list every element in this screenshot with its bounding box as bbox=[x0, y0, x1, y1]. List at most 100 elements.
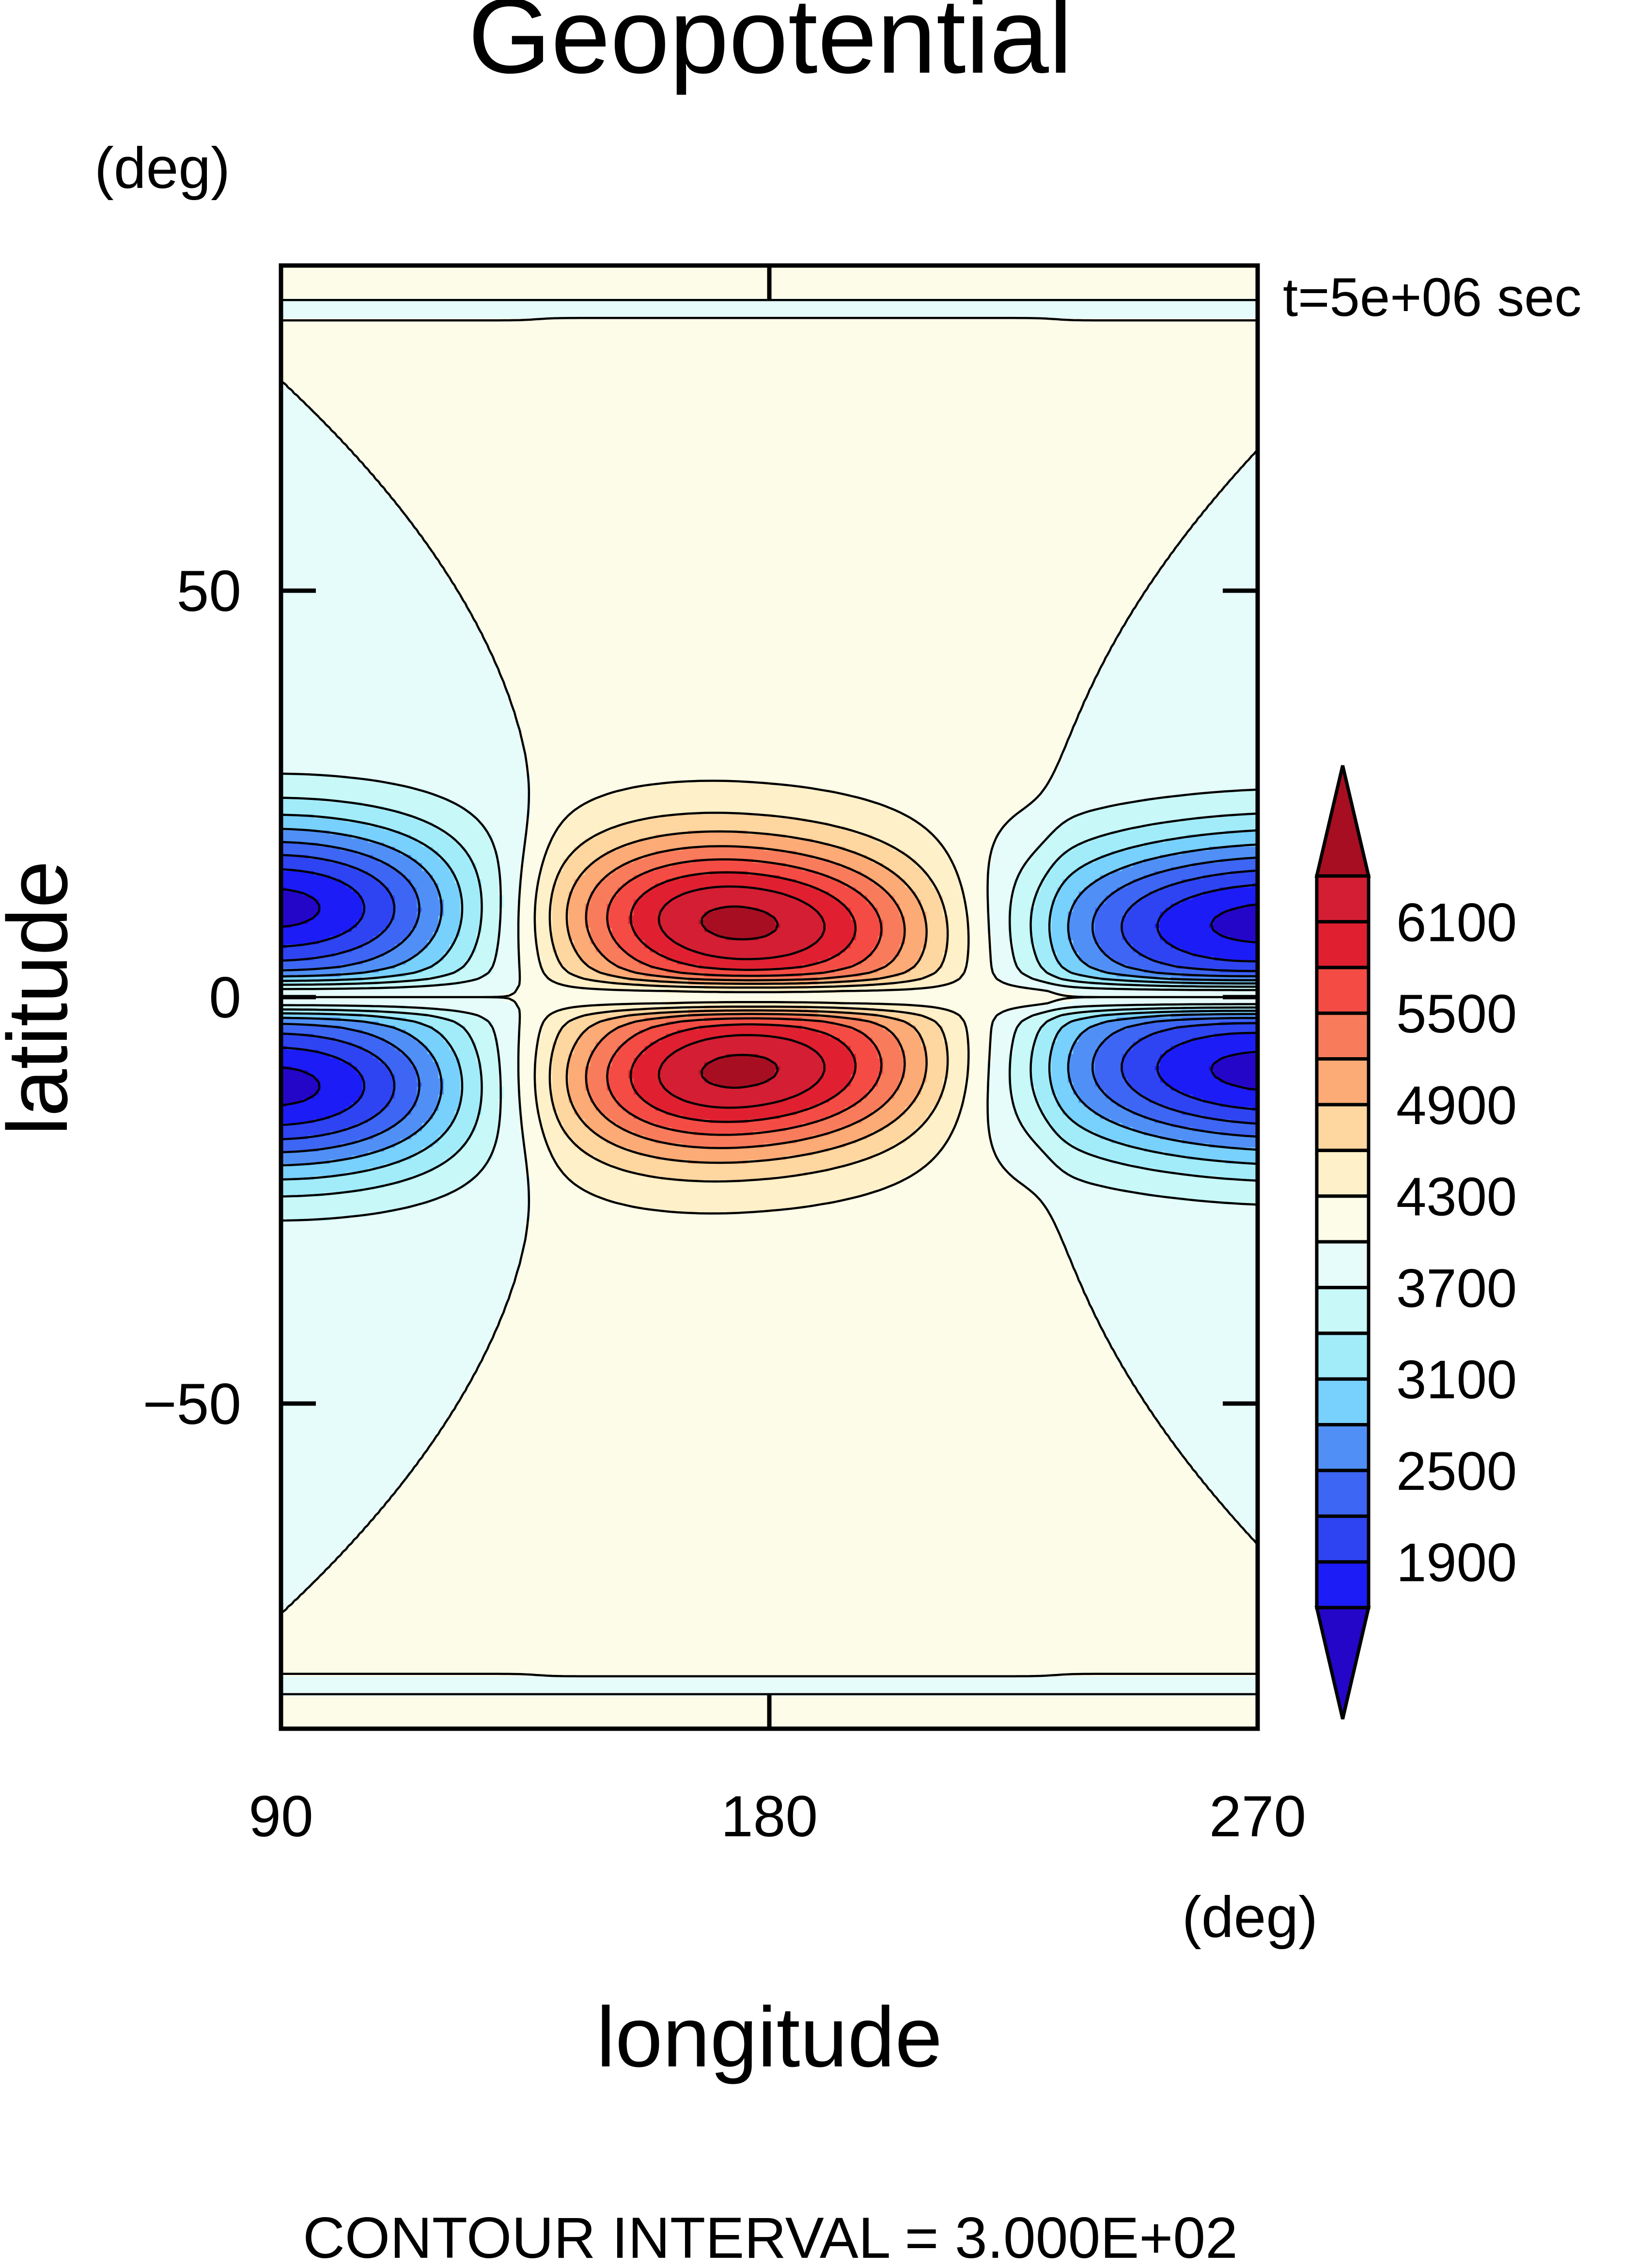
field-cell bbox=[411, 322, 417, 327]
field-cell bbox=[732, 269, 737, 274]
field-cell bbox=[498, 327, 504, 331]
field-cell bbox=[753, 347, 759, 351]
field-cell bbox=[720, 347, 726, 351]
field-cell bbox=[542, 339, 547, 343]
field-cell bbox=[949, 269, 954, 274]
field-cell bbox=[742, 274, 748, 278]
field-cell bbox=[655, 274, 661, 278]
field-cell bbox=[802, 347, 808, 351]
field-cell bbox=[715, 274, 721, 278]
field-cell bbox=[655, 286, 661, 290]
field-cell bbox=[932, 290, 938, 294]
field-cell bbox=[802, 335, 808, 339]
field-cell bbox=[742, 286, 748, 290]
field-cell bbox=[829, 274, 835, 278]
field-cell bbox=[1024, 339, 1030, 343]
field-cell bbox=[1209, 327, 1215, 331]
field-cell bbox=[981, 286, 987, 290]
field-cell bbox=[845, 322, 851, 327]
field-cell bbox=[346, 278, 352, 282]
field-cell bbox=[753, 286, 759, 290]
field-cell bbox=[341, 286, 346, 290]
field-cell bbox=[791, 274, 797, 278]
field-cell bbox=[628, 282, 634, 286]
field-cell bbox=[558, 282, 563, 286]
field-cell bbox=[829, 327, 835, 331]
field-cell bbox=[856, 269, 862, 274]
field-cell bbox=[1171, 339, 1177, 343]
field-cell bbox=[883, 322, 889, 327]
field-cell bbox=[764, 322, 770, 327]
field-cell bbox=[677, 278, 683, 282]
field-cell bbox=[1198, 282, 1204, 286]
field-cell bbox=[400, 269, 406, 274]
field-cell bbox=[824, 330, 829, 335]
field-cell bbox=[1073, 327, 1079, 331]
field-cell bbox=[308, 322, 314, 327]
field-cell bbox=[1024, 343, 1030, 347]
field-cell bbox=[569, 286, 575, 290]
field-cell bbox=[395, 286, 401, 290]
field-cell bbox=[932, 278, 938, 282]
field-cell bbox=[949, 322, 954, 327]
field-cell bbox=[861, 330, 867, 335]
field-cell bbox=[313, 335, 319, 339]
field-cell bbox=[764, 330, 770, 335]
field-cell bbox=[878, 282, 884, 286]
field-cell bbox=[807, 322, 813, 327]
field-cell bbox=[368, 327, 374, 331]
field-cell bbox=[791, 290, 797, 294]
field-cell bbox=[715, 327, 721, 331]
field-cell bbox=[824, 274, 829, 278]
field-cell bbox=[520, 282, 526, 286]
field-cell bbox=[471, 343, 477, 347]
field-cell bbox=[1198, 339, 1204, 343]
field-cell bbox=[802, 327, 808, 331]
field-cell bbox=[878, 286, 884, 290]
field-cell bbox=[1231, 339, 1236, 343]
field-cell bbox=[791, 269, 797, 274]
field-cell bbox=[433, 278, 439, 282]
field-cell bbox=[384, 343, 390, 347]
field-cell bbox=[292, 322, 297, 327]
field-cell bbox=[395, 339, 401, 343]
field-cell bbox=[1198, 278, 1204, 282]
field-cell bbox=[829, 294, 835, 298]
field-cell bbox=[628, 347, 634, 351]
field-cell bbox=[1231, 290, 1236, 294]
field-cell bbox=[666, 339, 672, 343]
field-cell bbox=[1198, 343, 1204, 347]
field-cell bbox=[1133, 343, 1138, 347]
field-cell bbox=[503, 335, 509, 339]
field-cell bbox=[796, 347, 802, 351]
field-cell bbox=[422, 290, 428, 294]
field-cell bbox=[607, 269, 612, 274]
field-cell bbox=[1019, 294, 1025, 298]
field-cell bbox=[1241, 327, 1247, 331]
field-cell bbox=[775, 327, 780, 331]
field-cell bbox=[1100, 322, 1106, 327]
field-cell bbox=[1019, 286, 1025, 290]
field-cell bbox=[1122, 294, 1128, 298]
field-cell bbox=[487, 286, 493, 290]
field-cell bbox=[742, 335, 748, 339]
field-cell bbox=[411, 282, 417, 286]
field-cell bbox=[438, 278, 444, 282]
field-cell bbox=[536, 322, 542, 327]
field-cell bbox=[970, 347, 976, 351]
field-cell bbox=[666, 282, 672, 286]
field-cell bbox=[1035, 290, 1041, 294]
field-cell bbox=[368, 322, 374, 327]
field-cell bbox=[547, 330, 553, 335]
field-cell bbox=[715, 322, 721, 327]
field-cell bbox=[965, 294, 970, 298]
field-cell bbox=[514, 327, 520, 331]
field-cell bbox=[927, 278, 933, 282]
field-cell bbox=[900, 278, 905, 282]
field-cell bbox=[650, 269, 656, 274]
field-cell bbox=[905, 327, 911, 331]
field-cell bbox=[514, 294, 520, 298]
field-cell bbox=[1051, 290, 1057, 294]
field-cell bbox=[1138, 290, 1144, 294]
field-cell bbox=[878, 339, 884, 343]
